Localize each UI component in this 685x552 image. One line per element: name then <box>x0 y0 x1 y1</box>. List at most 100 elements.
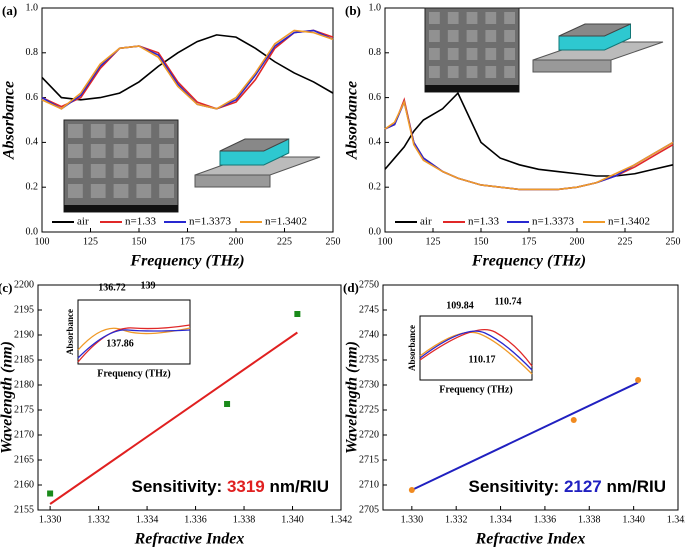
sem-texture <box>136 124 152 138</box>
fit-line <box>49 331 298 505</box>
y-tick-label: 2735 <box>359 354 379 365</box>
y-axis-title: Absorbance <box>344 81 361 160</box>
sem-texture <box>136 184 152 198</box>
sem-texture <box>485 66 497 78</box>
legend-label: n=1.3373 <box>189 216 231 228</box>
legend-label: n=1.3402 <box>265 216 307 228</box>
x-tick-label: 150 <box>132 236 147 247</box>
sem-texture <box>504 66 515 78</box>
x-tick-label: 1.336 <box>184 514 207 525</box>
y-tick-label: 2725 <box>359 404 379 415</box>
x-axis-title: Refractive Index <box>475 531 586 548</box>
y-tick-label: 2180 <box>14 379 34 390</box>
fit-line <box>411 381 639 491</box>
sem-texture <box>466 66 478 78</box>
x-tick-label: 1.334 <box>136 514 159 525</box>
inset-note: 139 <box>141 280 156 291</box>
x-tick-label: 1.330 <box>401 514 424 525</box>
sem-texture <box>90 144 106 158</box>
series-line <box>384 99 674 191</box>
y-tick-label: 2175 <box>14 404 34 415</box>
x-tick-label: 1.340 <box>622 514 645 525</box>
panel-label: (a) <box>2 3 17 18</box>
inset-note: 109.84 <box>446 300 474 311</box>
x-tick-label: 1.332 <box>87 514 110 525</box>
panel-label: (b) <box>345 3 361 18</box>
sem-texture <box>113 164 129 178</box>
legend-label: n=1.3373 <box>532 216 574 228</box>
sem-texture <box>159 124 174 138</box>
y-tick-label: 2160 <box>14 479 34 490</box>
inset-note: 136.72 <box>98 282 126 293</box>
y-tick-label: 2730 <box>359 379 379 390</box>
x-tick-label: 1.340 <box>281 514 304 525</box>
y-tick-label: 0.8 <box>369 47 382 58</box>
inset-curve <box>77 329 191 359</box>
x-tick-label: 1.338 <box>578 514 601 525</box>
inset-note: 110.17 <box>469 354 496 365</box>
y-tick-label: 2155 <box>14 504 34 515</box>
plot-frame <box>37 284 342 511</box>
x-tick-label: 100 <box>378 236 393 247</box>
x-tick-label: 200 <box>229 236 244 247</box>
inset-y-title: Absorbance <box>65 309 75 355</box>
y-tick-label: 2750 <box>359 279 379 290</box>
sem-texture <box>113 184 129 198</box>
inset-note: 137.86 <box>106 338 134 349</box>
y-tick-label: 2165 <box>14 454 34 465</box>
sem-texture <box>429 48 440 60</box>
inset-x-title: Frequency (THz) <box>439 384 512 395</box>
x-tick-label: 225 <box>277 236 292 247</box>
legend-label: n=1.33 <box>468 216 499 228</box>
inset-frame <box>77 299 191 365</box>
inset-curve <box>77 324 191 363</box>
sem-texture <box>159 164 174 178</box>
sem-texture <box>447 66 459 78</box>
series-line <box>384 99 674 191</box>
y-tick-label: 2185 <box>14 354 34 365</box>
point <box>408 487 415 493</box>
inset-curve <box>419 331 533 375</box>
x-tick-label: 150 <box>474 236 489 247</box>
y-axis-title: Wavelength (nm) <box>0 341 16 454</box>
sem-texture <box>68 184 83 198</box>
x-tick-label: 1.336 <box>534 514 557 525</box>
sem-texture <box>159 184 174 198</box>
x-tick-label: 1.330 <box>39 514 62 525</box>
sem-texture <box>504 48 515 60</box>
sem-scalebar <box>425 85 519 92</box>
sem-texture <box>466 30 478 42</box>
x-tick-label: 1.342 <box>330 514 353 525</box>
y-tick-label: 2200 <box>14 279 34 290</box>
inset-x-title: Frequency (THz) <box>97 368 170 379</box>
metal-top <box>558 23 631 37</box>
y-tick-label: 0.4 <box>26 137 39 148</box>
y-tick-label: 2745 <box>359 304 379 315</box>
sem-texture <box>136 144 152 158</box>
x-tick-label: 200 <box>570 236 585 247</box>
x-tick-label: 100 <box>35 236 50 247</box>
sem-texture <box>447 30 459 42</box>
sem-texture <box>90 124 106 138</box>
sensitivity: Sensitivity: 3319 nm/RIU <box>132 477 330 496</box>
y-axis-title: Wavelength (nm) <box>344 341 361 454</box>
x-tick-label: 250 <box>326 236 341 247</box>
sensitivity-value: 2127 <box>564 477 602 496</box>
y-tick-label: 2190 <box>14 329 34 340</box>
y-tick-label: 2170 <box>14 429 34 440</box>
series-line <box>41 34 334 101</box>
x-tick-label: 125 <box>426 236 441 247</box>
inset-curve <box>419 330 533 371</box>
x-tick-label: 1.342 <box>667 514 685 525</box>
sensitivity-value: 3319 <box>227 477 265 496</box>
sem-texture <box>429 12 440 24</box>
inset-y-title: Absorbance <box>407 325 417 371</box>
y-tick-label: 0.4 <box>369 137 382 148</box>
series-line <box>41 29 334 110</box>
panel-label: (c) <box>0 280 12 295</box>
plot-frame <box>382 284 679 511</box>
y-tick-label: 1.0 <box>369 2 382 13</box>
substrate-side <box>532 59 612 73</box>
sem-texture <box>504 12 515 24</box>
sem-texture <box>466 12 478 24</box>
